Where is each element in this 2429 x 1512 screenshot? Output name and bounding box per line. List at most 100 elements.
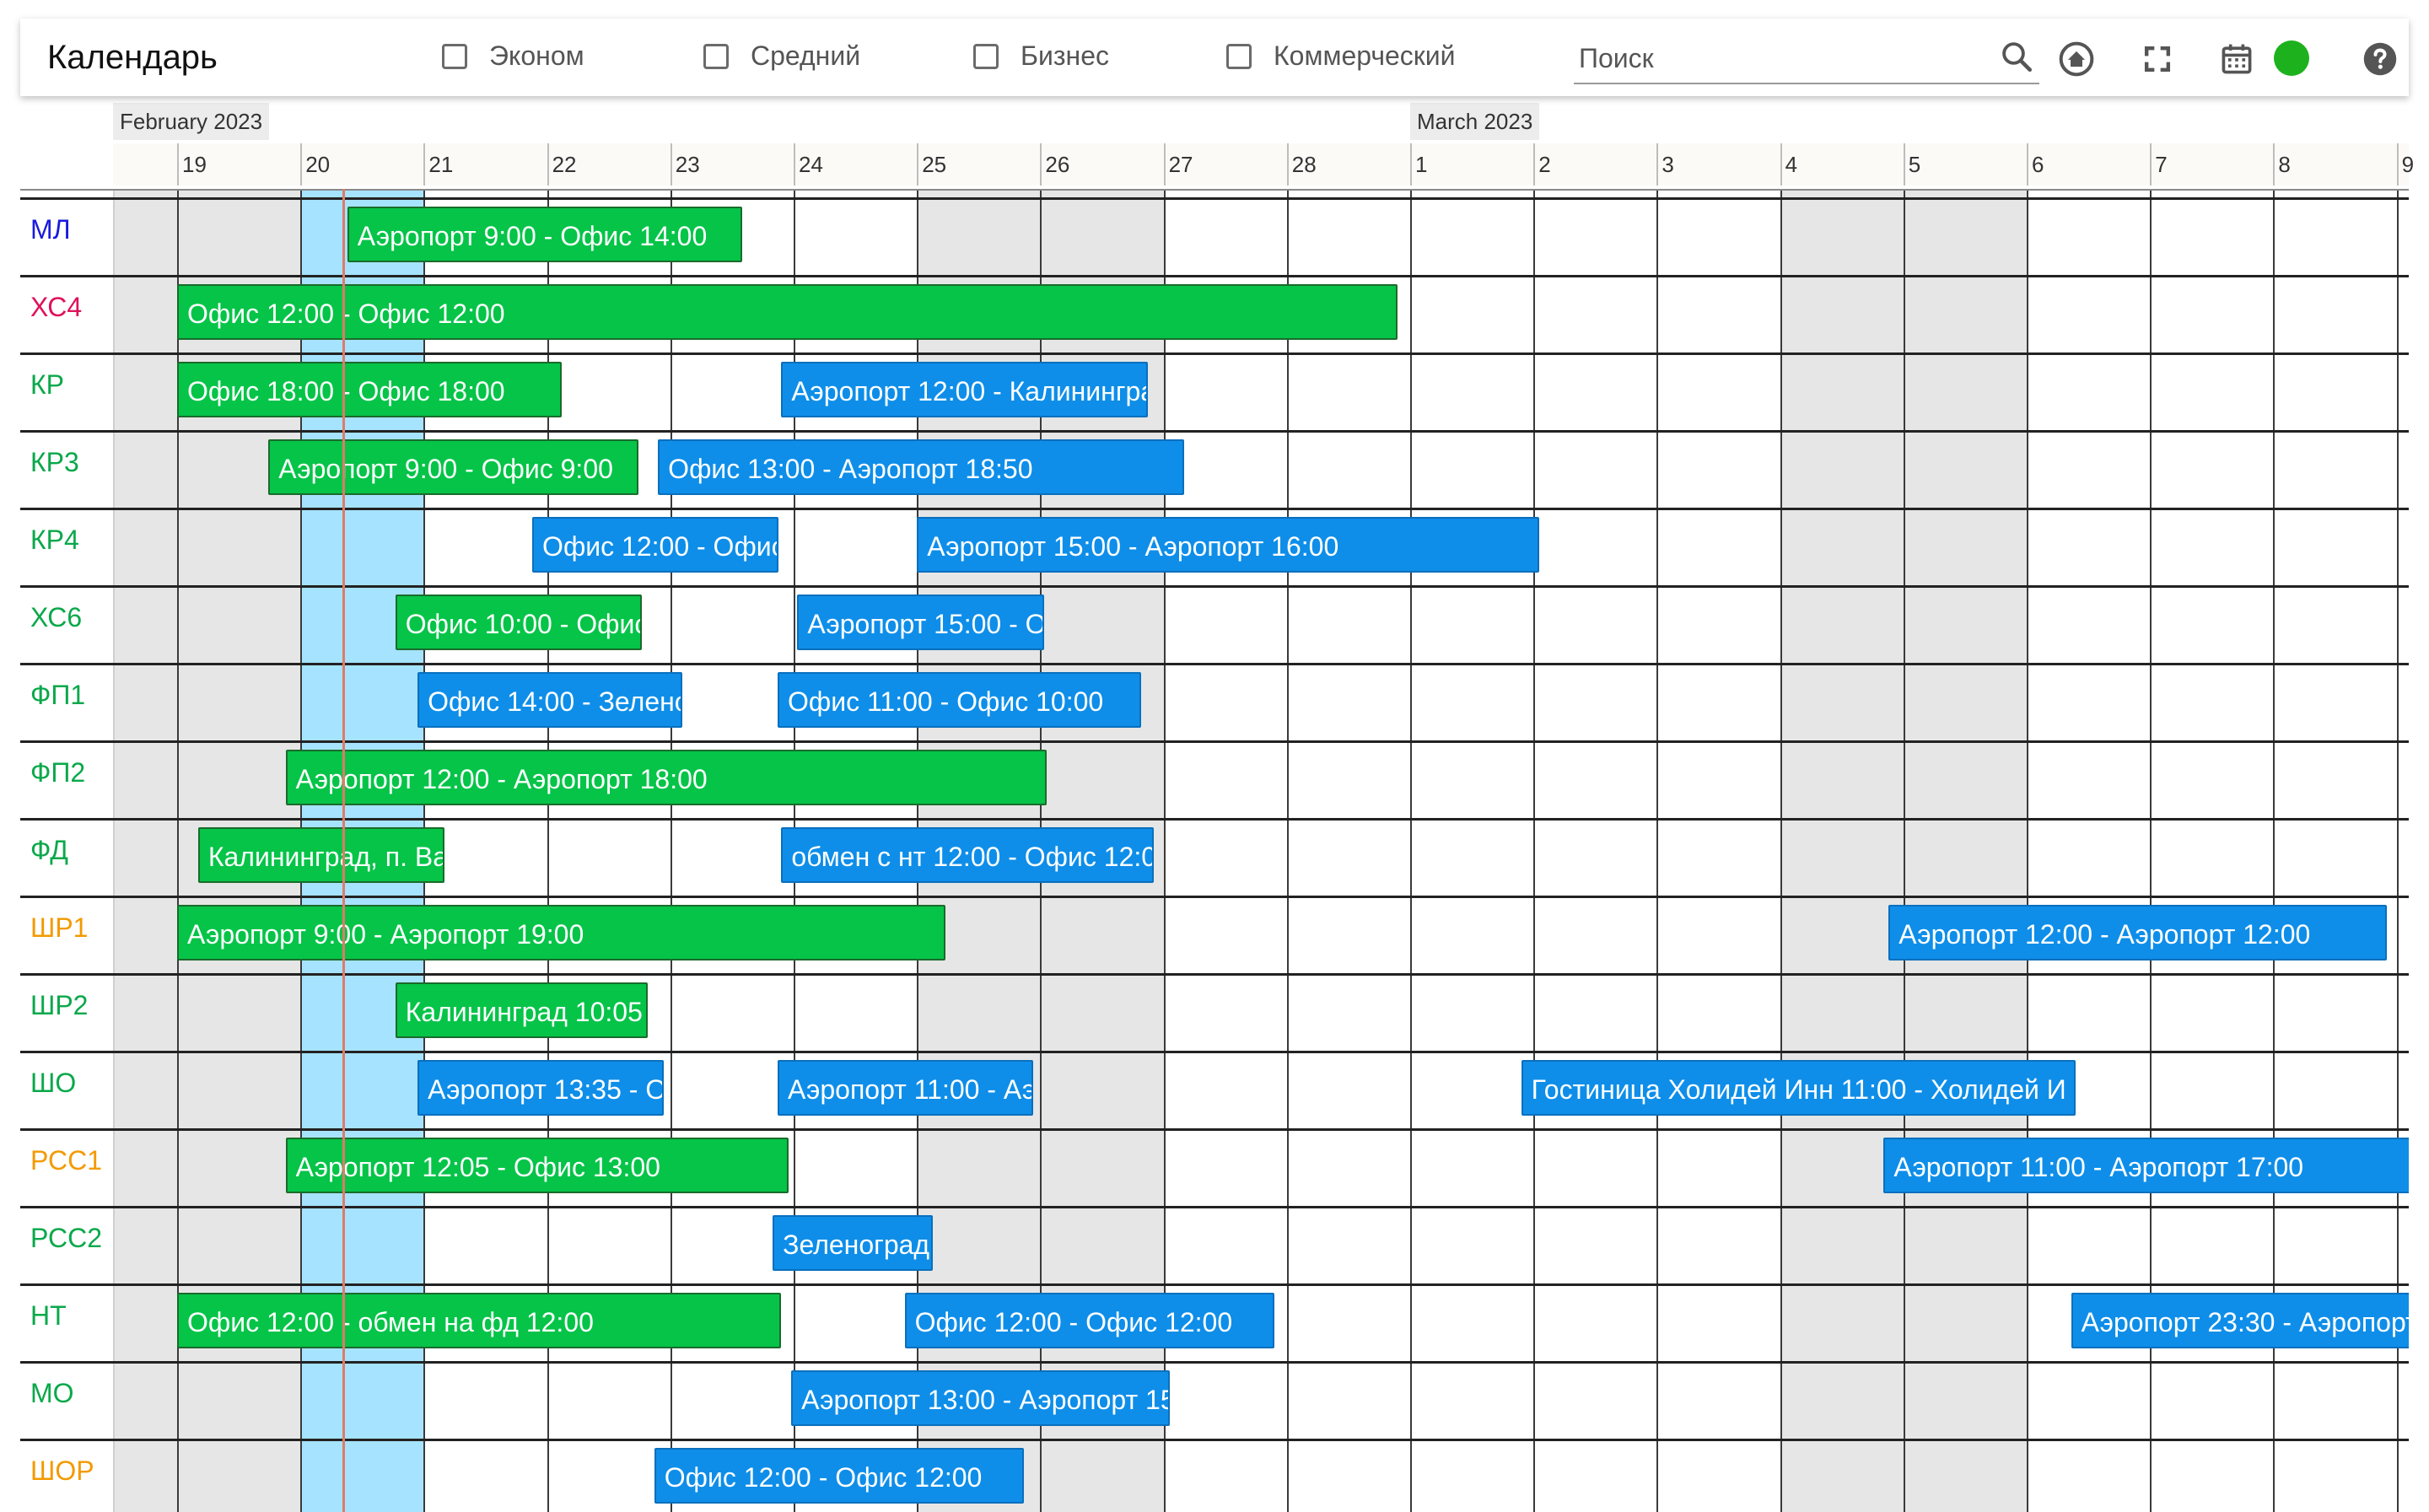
booking-bar[interactable]: Аэропорт 15:00 - Аэропорт 16:00 — [917, 517, 1540, 573]
day-grid-line — [2027, 189, 2028, 1512]
day-header: 19 20 21 22 23 24 25 26 27 28 1 2 3 4 5 6 7 8 9 — [113, 143, 2414, 186]
booking-bar[interactable]: Калининград 10:05 — [395, 982, 649, 1038]
vehicle-label[interactable]: ФП1 — [30, 680, 86, 710]
vehicle-label[interactable]: РСС1 — [30, 1145, 102, 1176]
filter-econom-checkbox[interactable] — [442, 43, 467, 69]
search-field[interactable] — [1574, 34, 2039, 84]
vehicle-label[interactable]: МО — [30, 1378, 74, 1408]
vehicle-label[interactable]: НТ — [30, 1300, 67, 1331]
day-grid-line — [547, 189, 549, 1512]
day-label: 4 — [1785, 152, 1798, 177]
calendar-timeline: February 2023 March 2023 19 20 21 22 23 24 25 2… — [0, 98, 2429, 1512]
weekend-column — [1903, 189, 2027, 1512]
month-label-february: February 2023 — [113, 103, 270, 140]
day-label: 1 — [1415, 152, 1428, 177]
booking-bar[interactable]: Аэропорт 11:00 - Аэ — [777, 1060, 1033, 1116]
booking-bar[interactable]: Аэропорт 12:05 - Офис 13:00 — [285, 1138, 789, 1193]
booking-bar[interactable]: Офис 12:00 - Офис 12:00 — [654, 1448, 1025, 1504]
day-label: 2 — [1538, 152, 1551, 177]
row-divider — [20, 740, 2409, 743]
row-divider — [20, 896, 2409, 898]
vehicle-label[interactable]: МЛ — [30, 214, 71, 245]
fullscreen-icon[interactable] — [2139, 40, 2176, 78]
filter-econom[interactable]: Эконом — [442, 40, 584, 72]
booking-bar[interactable]: Офис 12:00 - обмен на фд 12:00 — [177, 1293, 782, 1348]
day-label: 22 — [552, 152, 577, 177]
booking-bar[interactable]: Аэропорт 12:00 - Калининград — [781, 362, 1148, 417]
search-input[interactable] — [1577, 37, 1969, 79]
filter-medium-checkbox[interactable] — [703, 43, 729, 69]
day-tick — [1533, 143, 1536, 186]
vehicle-label[interactable]: РСС2 — [30, 1223, 102, 1253]
filter-commercial-label: Коммерческий — [1274, 40, 1456, 71]
search-icon[interactable] — [1999, 39, 2034, 74]
filter-business[interactable]: Бизнес — [973, 40, 1109, 72]
vehicle-label[interactable]: ХС6 — [30, 602, 83, 632]
vehicle-label[interactable]: ФД — [30, 835, 68, 865]
day-grid-line — [1410, 189, 1412, 1512]
day-tick — [1040, 143, 1042, 186]
day-label: 25 — [922, 152, 947, 177]
booking-bar[interactable]: обмен с нт 12:00 - Офис 12:0 — [781, 827, 1154, 883]
day-label: 24 — [799, 152, 823, 177]
day-tick — [1163, 143, 1166, 186]
day-tick — [670, 143, 672, 186]
row-divider — [20, 275, 2409, 277]
booking-bar[interactable]: Аэропорт 13:35 - О — [417, 1060, 665, 1116]
month-header: February 2023 March 2023 — [113, 103, 2409, 140]
calendar-icon[interactable] — [2218, 40, 2255, 78]
filter-commercial-checkbox[interactable] — [1226, 43, 1252, 69]
filter-medium[interactable]: Средний — [703, 40, 860, 72]
booking-bar[interactable]: Офис 12:00 - Офис 12:00 — [904, 1293, 1275, 1348]
vehicle-label[interactable]: КР4 — [30, 525, 79, 555]
booking-bar[interactable]: Зеленоград — [773, 1215, 934, 1271]
booking-bar[interactable]: Гостиница Холидей Инн 11:00 - Холидей И — [1521, 1060, 2076, 1116]
booking-bar[interactable]: Аэропорт 9:00 - Аэропорт 19:00 — [177, 905, 945, 960]
vehicle-label[interactable]: ФП2 — [30, 757, 86, 788]
filter-commercial[interactable]: Коммерческий — [1226, 40, 1456, 72]
help-icon[interactable] — [2362, 40, 2399, 78]
day-grid-line — [1163, 189, 1166, 1512]
booking-bar[interactable]: Аэропорт 13:00 - Аэропорт 15 — [791, 1370, 1170, 1426]
booking-bar[interactable]: Офис 12:00 - Офис 12:00 — [177, 284, 1398, 340]
home-icon[interactable] — [2058, 40, 2095, 78]
vehicle-label[interactable]: КР3 — [30, 447, 79, 477]
booking-bar[interactable]: Аэропорт 9:00 - Офис 14:00 — [347, 207, 742, 262]
row-divider — [20, 430, 2409, 433]
row-divider — [20, 1051, 2409, 1053]
row-divider — [20, 197, 2409, 200]
vehicle-label[interactable]: ХС4 — [30, 292, 83, 322]
row-divider — [20, 189, 2409, 191]
vehicle-label[interactable]: ШР1 — [30, 912, 89, 943]
filter-business-checkbox[interactable] — [973, 43, 999, 69]
row-divider — [20, 663, 2409, 665]
booking-bar[interactable]: Офис 10:00 - Офис — [395, 595, 643, 650]
booking-bar[interactable]: Офис 14:00 - Зелено — [417, 672, 683, 728]
status-indicator — [2274, 40, 2309, 76]
vehicle-label[interactable]: КР — [30, 369, 64, 400]
booking-bar[interactable]: Офис 13:00 - Аэропорт 18:50 — [658, 439, 1185, 495]
vehicle-label[interactable]: ШОР — [30, 1456, 94, 1486]
booking-bar[interactable]: Калининград, п. Ва — [197, 827, 445, 883]
row-divider — [20, 1128, 2409, 1131]
booking-bar[interactable]: Офис 11:00 - Офис 10:00 — [777, 672, 1142, 728]
vehicle-label[interactable]: ШР2 — [30, 990, 89, 1020]
booking-bar[interactable]: Офис 18:00 - Офис 18:00 — [177, 362, 563, 417]
day-grid-line — [177, 189, 179, 1512]
booking-bar[interactable]: Офис 12:00 - Офис — [532, 517, 779, 573]
day-label: 3 — [1662, 152, 1674, 177]
day-label: 21 — [428, 152, 454, 177]
vehicle-label-column: МЛ ХС4 КР КР3 КР4 ХС6 ФП1 ФП2 ФД ШР1 ШР2 ШО РСС1 РСС2… — [20, 189, 115, 1512]
day-label: 8 — [2278, 152, 2291, 177]
booking-bar[interactable]: Аэропорт 23:30 - Аэропорт 12:3 — [2071, 1293, 2409, 1348]
vehicle-label[interactable]: ШО — [30, 1068, 77, 1098]
booking-bar[interactable]: Аэропорт 12:00 - Аэропорт 18:00 — [285, 750, 1047, 805]
top-toolbar: Календарь Эконом Средний Бизнес Коммерче… — [20, 19, 2409, 96]
booking-bar[interactable]: Аэропорт 15:00 - О — [797, 595, 1044, 650]
booking-bar[interactable]: Аэропорт 12:00 - Аэропорт 12:00 — [1888, 905, 2387, 960]
weekend-column — [1780, 189, 1904, 1512]
booking-bar[interactable]: Аэропорт 9:00 - Офис 9:00 — [268, 439, 638, 495]
day-tick — [1410, 143, 1412, 186]
day-grid-line — [1903, 189, 1905, 1512]
booking-bar[interactable]: Аэропорт 11:00 - Аэропорт 17:00 — [1883, 1138, 2409, 1193]
